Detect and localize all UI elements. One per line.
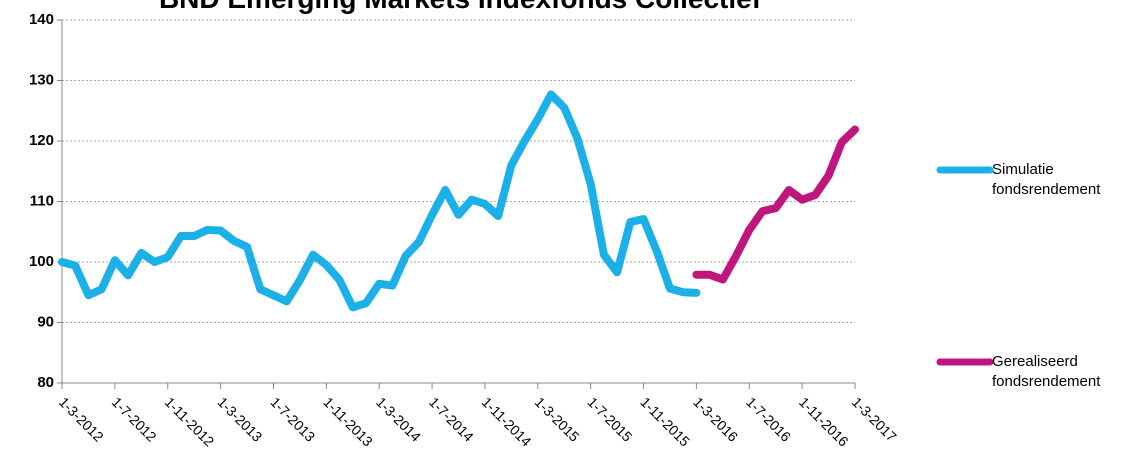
x-tick-label: 1-11-2012 [162,394,218,450]
x-tick-label: 1-3-2014 [373,394,424,445]
x-tick-label: 1-11-2014 [479,394,535,450]
x-tick-label: 1-3-2016 [690,394,741,445]
x-tick-label: 1-3-2017 [849,394,900,445]
chart-title: BND Emerging Markets Indexfonds Collecti… [159,0,762,14]
x-tick-label: 1-3-2013 [214,394,265,445]
x-tick-label: 1-7-2015 [585,394,636,445]
x-tick-label: 1-3-2015 [532,394,583,445]
series-line [58,90,701,312]
legend-label: Gerealiseerd fondsrendement [992,353,1101,390]
y-tick-label: 110 [30,192,54,209]
y-tick-label: 130 [29,71,54,88]
x-tick-label: 1-3-2012 [56,394,107,445]
x-tick-label: 1-11-2015 [637,394,693,450]
x-tick-label: 1-7-2013 [267,394,318,445]
y-tick-label: 120 [29,132,54,149]
x-tick-label: 1-7-2012 [109,394,160,445]
x-tick-label: 1-7-2016 [743,394,794,445]
y-tick-label: 80 [37,374,54,391]
y-tick-label: 100 [29,253,54,270]
y-tick-label: 90 [37,313,54,330]
legend-label: Simulatie fondsrendement [992,161,1101,198]
series-line [692,125,859,284]
x-tick-label: 1-11-2013 [320,394,376,450]
x-tick-label: 1-11-2016 [796,394,852,450]
x-tick-label: 1-7-2014 [426,394,477,445]
y-tick-label: 140 [29,11,54,28]
